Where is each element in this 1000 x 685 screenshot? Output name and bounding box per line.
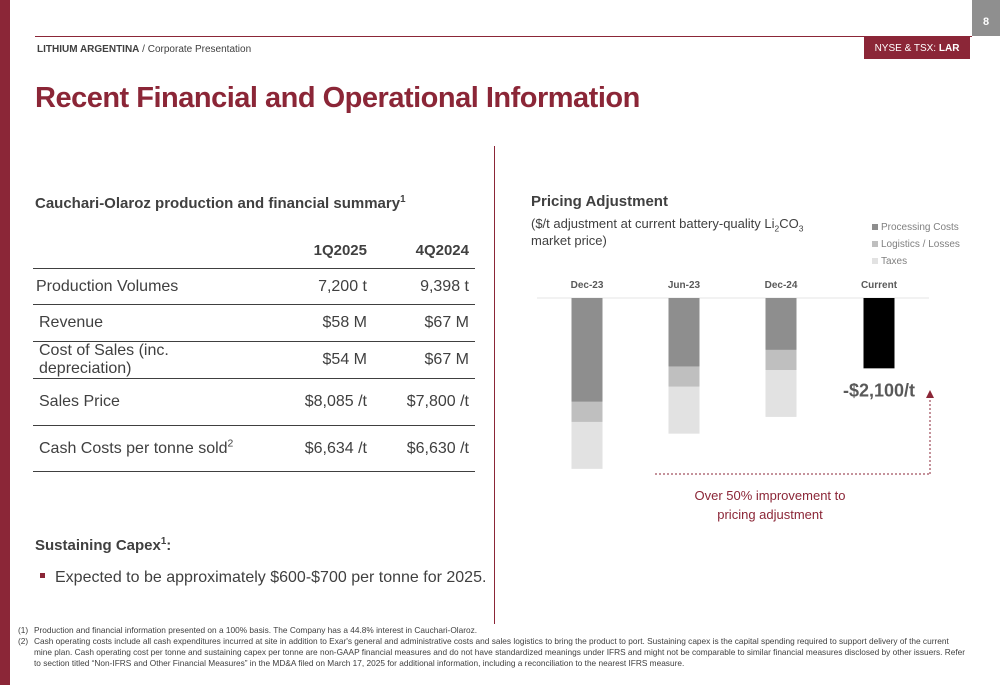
row-label-text: Sales Price xyxy=(39,393,120,410)
row-value-1: 7,200 t xyxy=(251,268,373,305)
bar-segment xyxy=(668,298,700,367)
chart-legend: Processing Costs Logistics / Losses Taxe… xyxy=(872,222,960,273)
row-value-2: $7,800 /t xyxy=(373,378,475,426)
header-section: Corporate Presentation xyxy=(147,44,252,55)
capex-heading: Sustaining Capex1: xyxy=(35,537,171,554)
row-value-2: 9,398 t xyxy=(373,268,475,305)
chart-subtitle-sub2: 3 xyxy=(798,223,804,234)
row-label: Cost of Sales (inc. depreciation) xyxy=(33,341,251,379)
row-value-1: $54 M xyxy=(251,341,373,379)
legend-item-taxes: Taxes xyxy=(872,256,960,273)
footnote-1: (1) Production and financial information … xyxy=(18,625,968,636)
footnote-text: Production and financial information pre… xyxy=(34,625,478,635)
row-label: Production Volumes xyxy=(33,268,251,305)
chart-subtitle-mid: CO xyxy=(779,216,799,231)
table-header-col-2: 4Q2024 xyxy=(373,232,475,269)
ticker-prefix: NYSE & TSX: xyxy=(874,43,939,54)
legend-item-logistics: Logistics / Losses xyxy=(872,239,960,256)
capex-heading-suffix: : xyxy=(166,537,172,554)
table-header-blank xyxy=(33,232,251,269)
bar-segment xyxy=(668,386,700,434)
table-row: Production Volumes 7,200 t 9,398 t xyxy=(33,268,475,305)
chart-subtitle: ($/t adjustment at current battery-quali… xyxy=(531,215,811,249)
header-separator: / xyxy=(139,44,148,55)
category-label: Dec-23 xyxy=(571,280,604,291)
chart-title: Pricing Adjustment xyxy=(531,193,668,210)
table-row: Cash Costs per tonne sold2 $6,634 /t $6,… xyxy=(33,425,475,472)
row-label: Sales Price xyxy=(33,378,251,426)
legend-swatch xyxy=(872,258,878,264)
row-value-2: $67 M xyxy=(373,304,475,342)
row-label-footnote: 2 xyxy=(227,438,234,450)
header-company: LITHIUM ARGENTINA / Corporate Presentati… xyxy=(37,44,251,55)
footnote-number: (1) xyxy=(18,625,29,635)
annotation-text-line2: pricing adjustment xyxy=(717,507,823,522)
ticker-symbol: LAR xyxy=(938,43,960,54)
table-header-col-1: 1Q2025 xyxy=(251,232,373,269)
row-value-1: $58 M xyxy=(251,304,373,342)
chart-subtitle-sub1: 2 xyxy=(774,223,780,234)
table-header-row: 1Q2025 4Q2024 xyxy=(33,232,475,269)
legend-item-processing: Processing Costs xyxy=(872,222,960,239)
current-data-label: -$2,100/t xyxy=(843,380,915,400)
category-label: Current xyxy=(861,280,898,291)
row-value-2: $67 M xyxy=(373,341,475,379)
bar-segment xyxy=(863,298,895,369)
bar-segment xyxy=(668,366,700,387)
footnote-number: (2) xyxy=(18,636,29,646)
legend-label: Processing Costs xyxy=(881,222,959,233)
footnote-text: Cash operating costs include all cash ex… xyxy=(34,636,966,668)
legend-swatch xyxy=(872,241,878,247)
annotation-text-line1: Over 50% improvement to xyxy=(694,488,845,503)
table-row: Cost of Sales (inc. depreciation) $54 M … xyxy=(33,341,475,379)
column-divider xyxy=(494,146,495,624)
row-label-text: Revenue xyxy=(39,314,104,331)
bar-segment xyxy=(765,298,797,350)
summary-title-footnote: 1 xyxy=(400,194,406,205)
row-value-2: $6,630 /t xyxy=(373,425,475,472)
category-label: Dec-24 xyxy=(765,280,798,291)
page-title: Recent Financial and Operational Informa… xyxy=(35,82,640,114)
bar-segment xyxy=(571,421,603,469)
bar-segment xyxy=(765,349,797,371)
row-label-text: Cash Costs per tonne sold xyxy=(39,439,228,457)
left-accent-bar xyxy=(0,0,10,685)
footnotes: (1) Production and financial information … xyxy=(18,625,968,669)
bar-segment xyxy=(571,298,603,402)
company-name: LITHIUM ARGENTINA xyxy=(37,44,140,55)
row-label: Cash Costs per tonne sold2 xyxy=(33,425,251,472)
legend-label: Taxes xyxy=(881,256,908,267)
capex-heading-footnote: 1 xyxy=(160,536,167,547)
capex-bullet: Expected to be approximately $600-$700 p… xyxy=(40,569,486,587)
page-number: 8 xyxy=(972,0,1000,36)
row-label: Revenue xyxy=(33,304,251,342)
row-value-1: $6,634 /t xyxy=(251,425,373,472)
summary-table: 1Q2025 4Q2024 Production Volumes 7,200 t… xyxy=(33,232,475,472)
legend-label: Logistics / Losses xyxy=(881,239,960,250)
capex-heading-text: Sustaining Capex xyxy=(35,537,161,554)
annotation-arrow-icon xyxy=(926,390,934,398)
chart-subtitle-pre: ($/t adjustment at current battery-quali… xyxy=(531,216,775,231)
row-label-text: Production Volumes xyxy=(36,277,179,295)
capex-bullet-text: Expected to be approximately $600-$700 p… xyxy=(55,569,487,586)
legend-swatch xyxy=(872,224,878,230)
bar-segment xyxy=(571,401,603,422)
footnote-2: (2) Cash operating costs include all cash… xyxy=(18,636,968,669)
table-row: Sales Price $8,085 /t $7,800 /t xyxy=(33,378,475,426)
header-rule xyxy=(35,36,972,37)
bullet-square-icon xyxy=(40,573,45,579)
chart-subtitle-post: market price) xyxy=(531,233,607,248)
summary-title-text: Cauchari-Olaroz production and financial… xyxy=(35,195,401,212)
table-row: Revenue $58 M $67 M xyxy=(33,304,475,342)
ticker-badge: NYSE & TSX: LAR xyxy=(864,37,970,59)
row-label-text: Cost of Sales (inc. depreciation) xyxy=(39,342,169,377)
bar-segment xyxy=(765,370,797,417)
summary-title: Cauchari-Olaroz production and financial… xyxy=(35,195,406,212)
category-label: Jun-23 xyxy=(668,280,701,291)
row-value-1: $8,085 /t xyxy=(251,378,373,426)
